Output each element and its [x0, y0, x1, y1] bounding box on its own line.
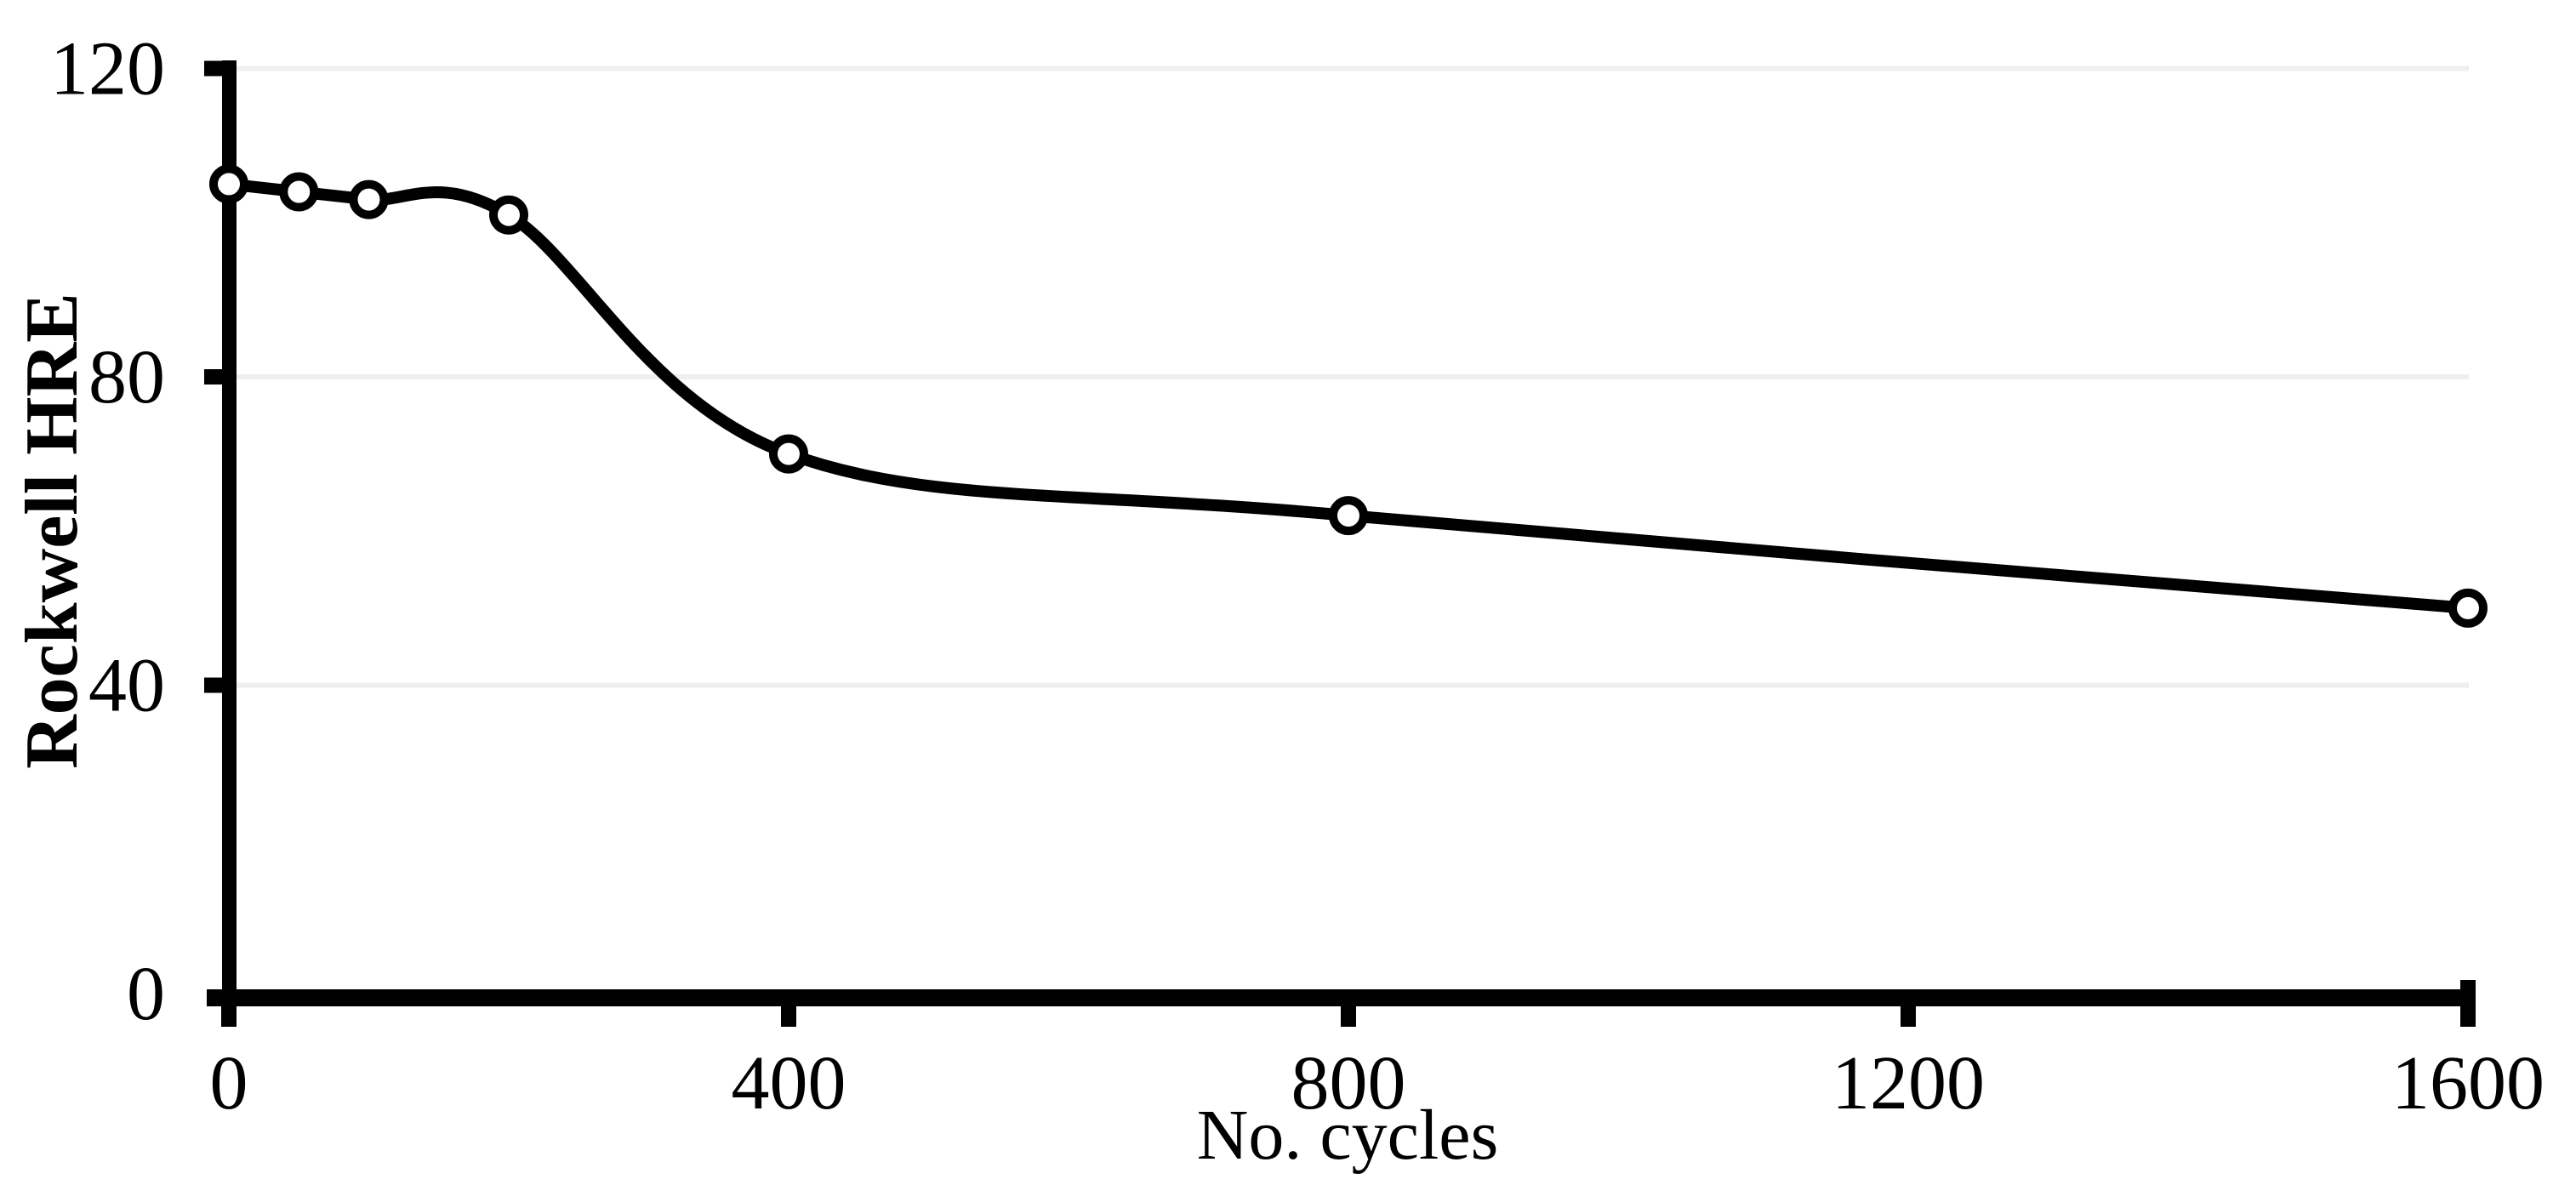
data-point-marker [349, 179, 389, 219]
axis-ticks-group [204, 60, 2476, 1027]
x-tick-mark [2460, 980, 2476, 1027]
series-group [223, 178, 2474, 614]
data-point-marker [489, 195, 528, 235]
y-tick-labels-group: 0 40 80 120 [50, 27, 165, 1037]
data-point-marker [279, 172, 319, 212]
y-tick-label: 40 [88, 644, 165, 728]
data-point-marker [1329, 496, 1368, 536]
data-point-marker [2448, 588, 2488, 628]
x-tick-label: 1200 [1832, 1041, 1985, 1125]
y-tick-mark [204, 677, 229, 693]
y-tick-mark [204, 369, 229, 385]
y-tick-label: 80 [88, 335, 165, 419]
series-curve [223, 178, 2474, 614]
x-tick-mark [221, 998, 237, 1027]
data-point-marker [769, 434, 808, 474]
y-tick-label: 0 [127, 952, 165, 1036]
x-tick-label: 1600 [2391, 1041, 2545, 1125]
x-tick-label: 0 [210, 1041, 248, 1125]
axes-group [207, 60, 2474, 1019]
y-axis-line [222, 60, 237, 1019]
x-tick-mark [1341, 998, 1356, 1027]
y-tick-mark [204, 60, 229, 77]
data-point-markers-group [209, 164, 2488, 628]
x-tick-mark [781, 998, 796, 1027]
y-tick-label: 120 [50, 27, 165, 111]
x-tick-label: 800 [1291, 1041, 1406, 1125]
data-point-marker [209, 164, 248, 204]
x-axis-title: No. cycles [1197, 1096, 1499, 1175]
x-tick-label: 400 [732, 1041, 846, 1125]
y-axis-title: Rockwell HRE [11, 293, 94, 769]
x-tick-labels-group: 0 400 800 1200 1600 [210, 1041, 2545, 1125]
x-axis-line [207, 989, 2474, 1006]
gridlines-group [229, 66, 2469, 688]
x-tick-mark [1901, 998, 1916, 1027]
